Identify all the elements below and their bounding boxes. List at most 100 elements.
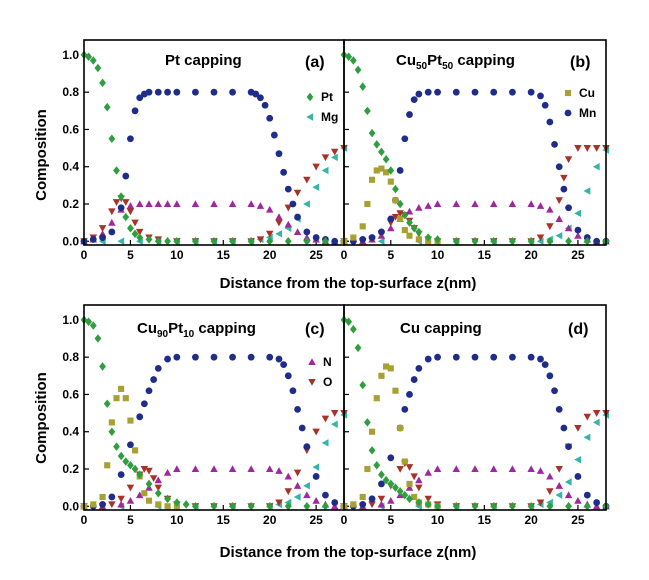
data-point-n [536,202,545,209]
data-point-pt [349,56,357,65]
x-tick-label: 20 [524,248,538,262]
data-point-o [117,495,125,503]
data-point-pt [99,78,106,88]
data-point-n [163,468,172,476]
data-point-o [536,499,545,507]
data-point-pt [136,233,144,242]
data-point-pt [401,490,409,500]
y-tick-label: 0.4 [62,425,79,439]
data-point-cu [401,458,408,465]
data-point-n [265,465,274,473]
data-point-o [592,410,601,417]
x-tick-label: 0 [81,248,88,262]
data-point-cu [122,395,129,402]
data-point-o [108,501,116,509]
data-point-mn [410,376,418,383]
data-point-n [377,500,386,508]
data-point-mn [378,480,385,488]
x-tick-label: 0 [341,513,348,527]
panel-title-subscript: 50 [442,61,454,72]
panel-title-part: Pt [168,320,183,337]
data-point-o [108,208,116,216]
data-point-mn [424,355,432,363]
data-point-mg [303,200,310,208]
data-point-mn [555,405,563,413]
x-tick-label: 10 [170,513,184,527]
data-point-mn [396,167,404,174]
data-point-mg [574,455,581,464]
data-point-cu [387,365,394,372]
legend-marker-pt [306,92,314,102]
data-point-n [424,468,432,476]
panel-title-part: Pt [427,52,442,69]
data-point-mn [527,353,535,361]
data-point-n [108,218,116,226]
data-point-o [555,465,563,473]
panels-layer: 0 5 10 15 20 25 0.0 0.2 0.4 0.6 0.8 1.0 Pt capping (a… [62,39,610,527]
data-point-o [424,495,432,503]
y-tick-label: 0.6 [62,122,79,136]
data-point-pt [490,237,498,246]
data-point-n [117,500,125,508]
data-point-o [546,488,554,496]
data-point-n [163,200,172,208]
data-point-mn [424,88,432,96]
data-point-o [396,465,404,473]
data-point-mn [154,88,162,96]
data-point-pt [354,65,362,75]
data-point-cu [392,387,399,394]
x-tick-label: 25 [571,513,585,527]
legend-marker-o [308,378,316,386]
data-point-o [391,213,400,221]
data-point-mn [99,501,106,508]
data-point-o [574,145,582,152]
data-point-mn [108,493,116,501]
legend-label-o: O [323,375,332,389]
data-point-cu [369,428,376,435]
data-point-o [592,145,601,152]
data-point-pt [247,502,255,511]
data-point-cu [164,503,171,510]
data-point-cu [350,234,357,241]
data-point-n [387,496,395,504]
data-point-o [583,145,592,152]
data-point-cu [99,493,106,501]
data-point-mn [122,172,130,180]
data-point-o [368,501,376,509]
data-point-cu [364,465,371,473]
data-point-pt [378,147,385,157]
y-tick-label: 0.2 [62,197,79,211]
panel-title-part: capping [453,52,515,69]
data-point-mn [574,226,582,234]
data-point-n [471,465,479,473]
data-point-n [275,213,283,221]
data-point-pt [415,227,423,237]
data-point-mn [555,163,563,171]
data-point-o [126,484,135,492]
data-point-mg [275,230,283,238]
data-point-pt [359,380,367,390]
data-point-mn [434,88,441,96]
data-point-pt [303,237,311,246]
data-point-pt [122,212,130,222]
panel-title-part: Pt capping [165,52,242,69]
data-point-mn [192,353,199,361]
data-point-n [126,202,135,209]
series-pt [340,50,610,246]
series-pt [80,50,348,246]
data-point-pt [85,317,93,327]
x-tick-label: 25 [571,248,585,262]
data-point-mg [330,153,338,162]
data-point-pt [173,498,181,507]
x-tick-label: 25 [309,513,323,527]
x-tick-label: 10 [431,248,445,262]
data-point-pt [145,235,153,244]
series-mn [80,88,348,245]
data-point-mn [415,90,423,98]
data-point-mn [117,471,125,478]
panel-title-part: Cu [396,52,416,69]
data-point-o [330,148,339,156]
data-point-mn [551,387,558,395]
data-point-pt [509,502,516,511]
